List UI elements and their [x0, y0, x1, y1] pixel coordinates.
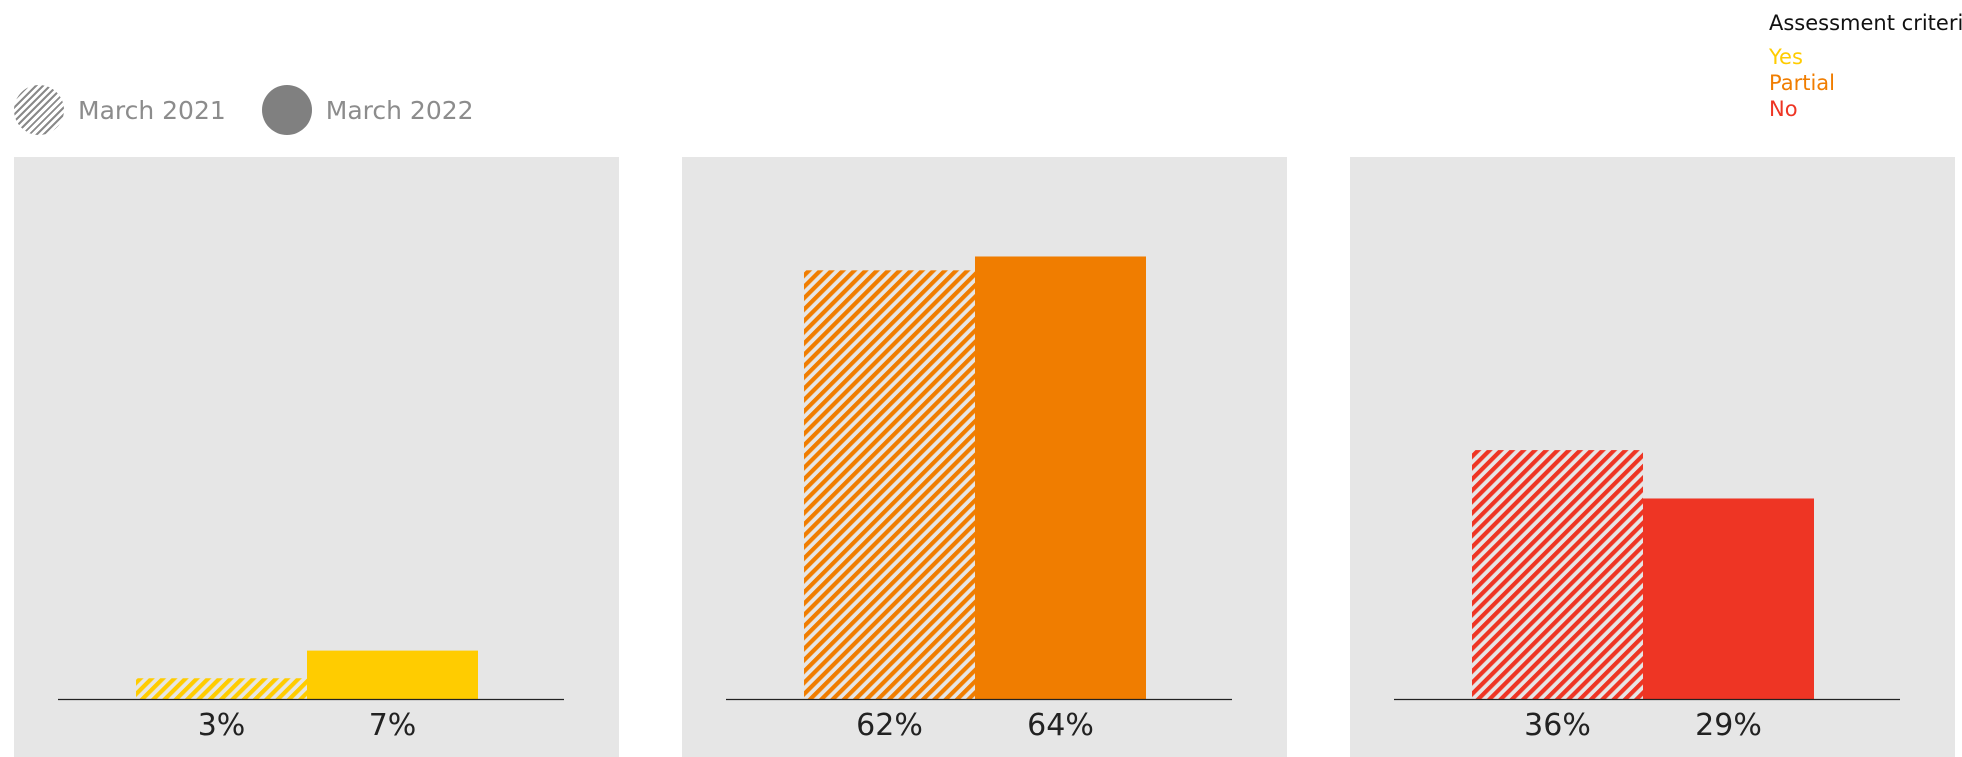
chart-panel-no: 36% 29% [1350, 157, 1955, 757]
period-legend: March 2021 March 2022 [14, 84, 510, 136]
legend-label-march-2022: March 2022 [325, 95, 474, 125]
data-label-no-march-2021: 36% [1524, 708, 1591, 743]
chart-svg-no: 36% 29% [1394, 450, 1900, 743]
bar-yes-march-2022 [307, 650, 478, 699]
criteria-item-no: No [1769, 97, 1798, 121]
data-label-yes-march-2021: 3% [198, 708, 246, 743]
bar-yes-march-2021 [136, 678, 307, 699]
data-label-yes-march-2022: 7% [369, 708, 417, 743]
criteria-item-partial: Partial [1769, 71, 1835, 95]
bar-no-march-2021 [1472, 450, 1643, 699]
criteria-legend: Assessment criteria Yes Partial No [1769, 10, 1962, 122]
chart-svg-yes: 3% 7% [58, 650, 564, 743]
chart-panel-partial: 62% 64% [682, 157, 1287, 757]
data-label-no-march-2022: 29% [1695, 708, 1762, 743]
legend-item-march-2022: March 2022 [261, 85, 474, 135]
bar-no-march-2022 [1643, 498, 1814, 699]
criteria-legend-title: Assessment criteria [1769, 11, 1962, 35]
chart-panel-yes: 3% 7% [14, 157, 619, 757]
bar-partial-march-2022 [975, 256, 1146, 699]
hatched-swatch-icon [14, 85, 64, 135]
data-label-partial-march-2021: 62% [856, 708, 923, 743]
chart-svg-partial: 62% 64% [726, 256, 1232, 743]
criteria-item-yes: Yes [1769, 45, 1803, 69]
data-label-partial-march-2022: 64% [1027, 708, 1094, 743]
legend-label-march-2021: March 2021 [78, 95, 226, 125]
legend-item-march-2021: March 2021 [14, 85, 226, 135]
bar-partial-march-2021 [804, 270, 975, 699]
solid-swatch-icon [261, 85, 312, 135]
